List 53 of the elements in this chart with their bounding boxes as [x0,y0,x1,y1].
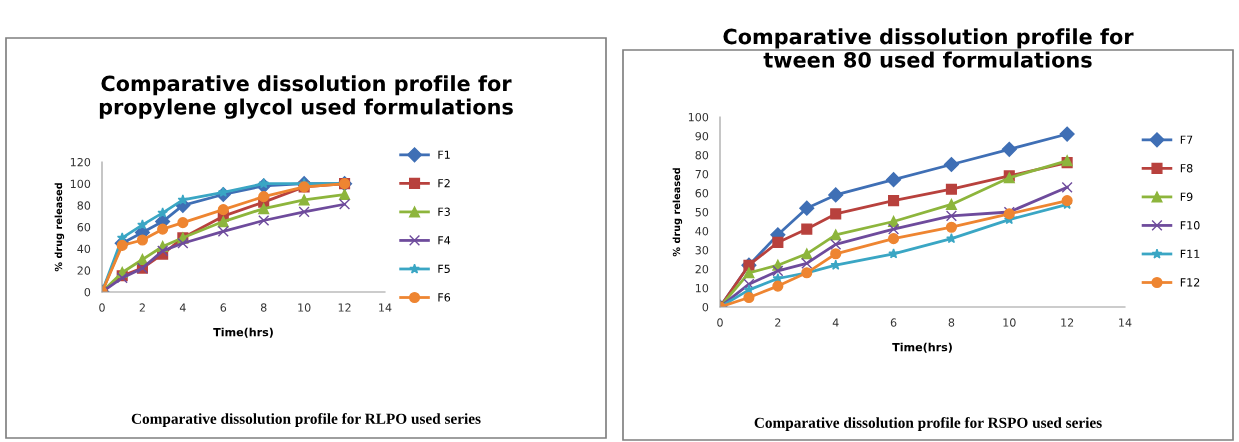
y-tick-label: 20 [77,266,91,275]
y-tick-label: 100 [70,179,91,189]
y-tick-label: 90 [695,131,709,141]
y-tick-label: 70 [695,169,709,179]
legend-label: F4 [438,236,451,245]
x-tick-label: 12 [338,303,351,312]
x-tick-label: 14 [379,303,392,312]
y-tick-label: 0 [84,287,91,297]
y-tick-label: 60 [77,222,91,232]
y-tick-label: 40 [695,226,709,236]
text: Comparative dissolution profile for RSPO used series [754,416,1102,432]
chart-title: Comparative dissolution profile for propylene glycol used formulations [99,75,513,119]
y-tick-label: 80 [77,201,91,210]
text: Comparative dissolution profile for RLPO used series [131,412,481,428]
x-tick-label: 2 [775,318,781,327]
legend-label: F9 [1180,192,1193,201]
x-tick-label: 10 [1003,318,1016,327]
legend-label: F12 [1180,278,1200,287]
y-tick-label: 80 [695,150,709,160]
x-tick-label: 0 [717,318,723,327]
y-tick-label: 20 [695,264,709,274]
legend-label: F8 [1180,164,1193,173]
legend-label: F1 [438,150,450,159]
x-tick-label: 6 [890,318,897,327]
x-axis-title: Time(hrs) [213,327,273,338]
chart-title: Comparative dissolution profile for tween 80 used formulations [723,28,1134,68]
legend-label: F11 [1180,249,1200,258]
legend-label: F2 [438,179,450,188]
legend-label: F5 [438,264,450,274]
x-tick-label: 4 [832,318,839,327]
y-tick-label: 60 [695,188,709,198]
legend-label: F7 [1180,135,1193,144]
x-tick-label: 6 [220,303,227,312]
x-tick-label: 8 [260,303,267,312]
y-axis-title: % drug released [54,183,65,272]
x-tick-label: 2 [139,303,145,312]
x-axis-title: Time(hrs) [892,342,952,353]
x-tick-label: 12 [1061,318,1074,327]
y-tick-label: 120 [70,157,91,167]
legend-label: F6 [438,293,451,302]
x-tick-label: 4 [179,303,186,312]
y-tick-label: 10 [695,283,709,293]
legend-label: F3 [438,207,450,216]
y-tick-label: 40 [77,244,91,254]
x-tick-label: 14 [1119,318,1132,327]
x-tick-label: 10 [298,303,311,312]
x-tick-label: 0 [99,303,105,312]
y-tick-label: 50 [695,207,709,217]
legend-label: F10 [1180,221,1200,230]
y-tick-label: 30 [695,245,709,255]
x-tick-label: 8 [948,318,955,327]
y-axis-title: % drug released [672,168,683,257]
y-tick-label: 100 [688,112,709,122]
